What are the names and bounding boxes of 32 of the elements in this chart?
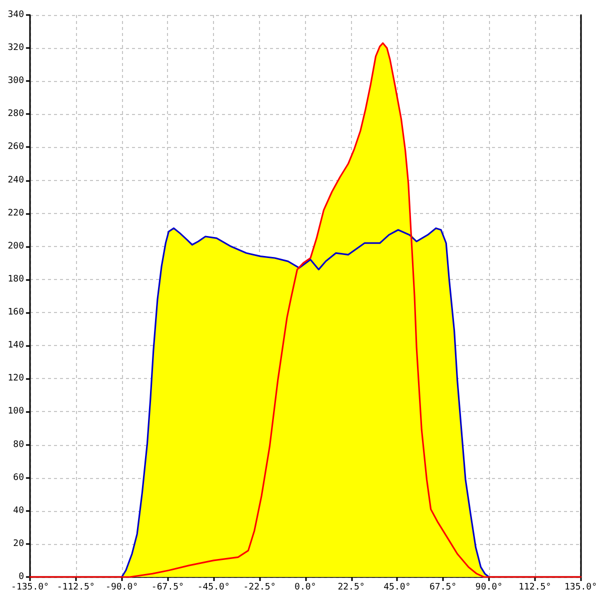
y-tick-label: 120 bbox=[8, 374, 24, 384]
x-tick-label: -135.0° bbox=[11, 582, 49, 592]
y-tick-label: 260 bbox=[8, 142, 24, 152]
y-tick-label: 60 bbox=[13, 472, 24, 483]
y-tick-label: 180 bbox=[8, 274, 24, 284]
line-series bbox=[120, 227, 490, 578]
y-tick-label: 240 bbox=[8, 175, 24, 186]
y-tick-label: 40 bbox=[13, 506, 24, 516]
x-tick-label: 45.0° bbox=[384, 582, 411, 592]
y-tick-label: 300 bbox=[8, 76, 24, 86]
x-tick-label: 112.5° bbox=[518, 582, 552, 592]
y-tick-label: 20 bbox=[13, 538, 24, 549]
y-tick-label: 200 bbox=[8, 241, 24, 252]
y-tick-label: 100 bbox=[8, 406, 24, 417]
y-tick-label: 340 bbox=[8, 10, 24, 20]
y-tick-label: 80 bbox=[13, 440, 24, 450]
y-tick-label: 0 bbox=[18, 572, 24, 582]
x-tick-label: 90.0° bbox=[475, 582, 502, 592]
x-tick-label: 0.0° bbox=[294, 582, 316, 592]
y-tick-label: 160 bbox=[8, 308, 24, 318]
x-tick-label: 135.0° bbox=[564, 582, 597, 592]
y-tick-label: 320 bbox=[8, 43, 24, 54]
x-tick-label: -45.0° bbox=[197, 582, 230, 592]
x-tick-label: 67.5° bbox=[430, 582, 457, 592]
x-tick-label: -112.5° bbox=[56, 582, 95, 592]
y-tick-label: 280 bbox=[8, 109, 24, 120]
y-tick-label: 140 bbox=[8, 340, 24, 351]
x-tick-label: 22.5° bbox=[338, 582, 365, 592]
y-tick-label: 220 bbox=[8, 208, 24, 218]
x-tick-label: -22.5° bbox=[243, 582, 276, 592]
x-tick-label: -67.5° bbox=[151, 582, 184, 592]
x-tick-label: -90.0° bbox=[106, 582, 138, 592]
